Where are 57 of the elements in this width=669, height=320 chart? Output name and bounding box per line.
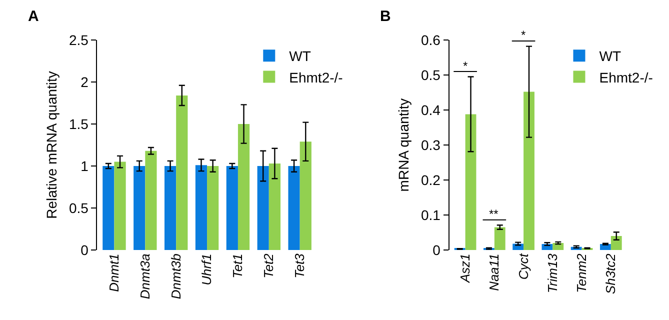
- y-tick-label: 0.3: [421, 136, 441, 153]
- legend-label: WT: [289, 48, 312, 64]
- y-tick-label: 0: [80, 242, 89, 258]
- y-tick-label: 0.5: [68, 200, 89, 216]
- bar: [164, 166, 176, 250]
- x-tick-label: Naa11: [486, 254, 502, 291]
- y-tick-label: 0.4: [421, 102, 441, 118]
- bar: [465, 114, 476, 250]
- legend-label: Ehmt2-/-: [599, 69, 654, 86]
- bar: [524, 92, 534, 250]
- x-tick-label: Trim13: [544, 252, 560, 294]
- bar: [494, 227, 506, 250]
- x-tick-label: Dnmt3b: [168, 254, 184, 300]
- bar: [102, 166, 114, 250]
- bar: [610, 236, 622, 250]
- bar: [512, 244, 524, 250]
- x-tick-label: Uhrf1: [199, 254, 214, 286]
- legend-label: Ehmt2-/-: [289, 69, 344, 86]
- bar: [268, 163, 280, 250]
- annotation: **: [489, 207, 499, 221]
- bar: [552, 243, 564, 250]
- x-tick-label: Sh3tc2: [603, 252, 618, 294]
- bar: [226, 166, 238, 250]
- legend-label: WT: [599, 48, 622, 64]
- y-axis-title: mRNA quantity: [396, 98, 412, 192]
- y-tick-label: 1: [80, 158, 89, 174]
- bar: [288, 166, 300, 250]
- x-tick-label: Dnmt1: [106, 254, 122, 292]
- chart-title: A: [28, 8, 39, 25]
- bar: [300, 142, 312, 250]
- bar: [145, 150, 157, 250]
- y-tick-label: 0.1: [421, 206, 441, 223]
- y-axis-title: Relative mRNA quantity: [44, 71, 60, 219]
- x-tick-label: Cyct: [516, 252, 531, 280]
- bar: [134, 166, 146, 250]
- y-tick-label: 0.2: [421, 172, 441, 188]
- x-tick-label: Dnmt3a: [137, 254, 152, 300]
- annotation: *: [463, 59, 468, 73]
- bar: [195, 165, 208, 250]
- x-tick-label: Tet2: [261, 252, 276, 278]
- x-tick-label: Tet1: [230, 254, 246, 278]
- bar: [238, 124, 250, 250]
- bar: [176, 95, 188, 250]
- y-tick-label: 0.5: [421, 66, 441, 83]
- y-tick-label: 0: [432, 242, 441, 258]
- y-tick-label: 2: [80, 74, 89, 90]
- y-tick-label: 2.5: [68, 32, 89, 48]
- y-tick-label: 0.6: [421, 32, 441, 48]
- x-tick-label: Tet3: [292, 252, 308, 278]
- x-tick-label: Tenm2: [574, 252, 590, 293]
- y-tick-label: 1.5: [68, 116, 89, 132]
- x-tick-label: Asz1: [458, 254, 473, 284]
- bar: [114, 162, 126, 250]
- chart-title: B: [380, 8, 391, 25]
- bar: [257, 166, 269, 250]
- annotation: *: [521, 28, 526, 42]
- bar: [207, 166, 219, 250]
